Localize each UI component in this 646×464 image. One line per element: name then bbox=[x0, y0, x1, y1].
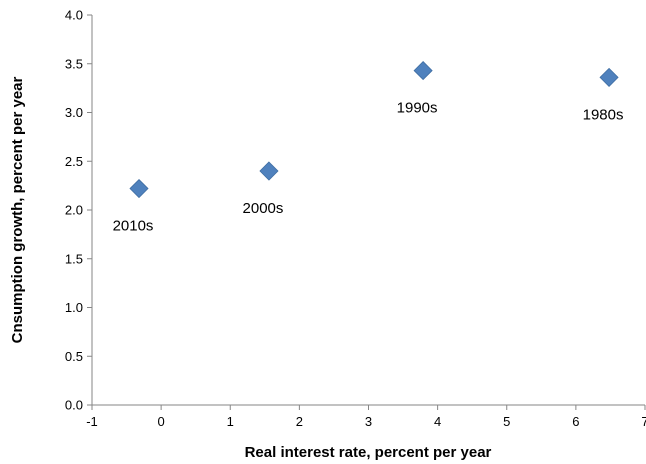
point-label-2000s: 2000s bbox=[243, 200, 284, 217]
data-points bbox=[129, 61, 619, 199]
point-labels: 2010s 2000s 1990s 1980s bbox=[113, 100, 624, 235]
x-tick-label: 7 bbox=[641, 414, 646, 429]
x-tick-label: -1 bbox=[86, 414, 98, 429]
data-point-1980s bbox=[599, 67, 619, 87]
y-tick-label: 1.5 bbox=[65, 251, 83, 266]
data-point-2000s bbox=[259, 161, 279, 181]
tick-labels: 0.0 0.5 1.0 1.5 2.0 2.5 3.0 3.5 4.0 -1 0 1 2 3 4 5 6 7 bbox=[65, 8, 646, 430]
y-tick-label: 0.0 bbox=[65, 398, 83, 413]
x-tick-label: 2 bbox=[296, 414, 303, 429]
data-point-2010s bbox=[129, 178, 149, 199]
point-label-2010s: 2010s bbox=[113, 218, 154, 235]
x-tick-label: 0 bbox=[158, 414, 165, 429]
point-label-1990s: 1990s bbox=[397, 100, 438, 117]
chart-axes bbox=[87, 14, 646, 410]
x-tick-label: 6 bbox=[572, 414, 579, 429]
y-tick-label: 0.5 bbox=[65, 349, 83, 364]
data-point-1990s bbox=[413, 61, 433, 81]
x-axis-title: Real interest rate, percent per year bbox=[245, 444, 492, 461]
y-tick-label: 3.5 bbox=[65, 56, 83, 71]
y-tick-label: 1.0 bbox=[65, 300, 83, 315]
y-tick-label: 2.5 bbox=[65, 154, 83, 169]
y-tick-label: 4.0 bbox=[65, 8, 83, 23]
x-tick-label: 3 bbox=[365, 414, 372, 429]
point-label-1980s: 1980s bbox=[583, 106, 624, 123]
y-tick-label: 3.0 bbox=[65, 105, 83, 120]
x-tick-label: 5 bbox=[503, 414, 510, 429]
x-tick-label: 1 bbox=[227, 414, 234, 429]
x-tick-label: 4 bbox=[434, 414, 441, 429]
y-tick-label: 2.0 bbox=[65, 203, 83, 218]
y-axis-title: Cnsumption growth, percent per year bbox=[9, 76, 26, 343]
